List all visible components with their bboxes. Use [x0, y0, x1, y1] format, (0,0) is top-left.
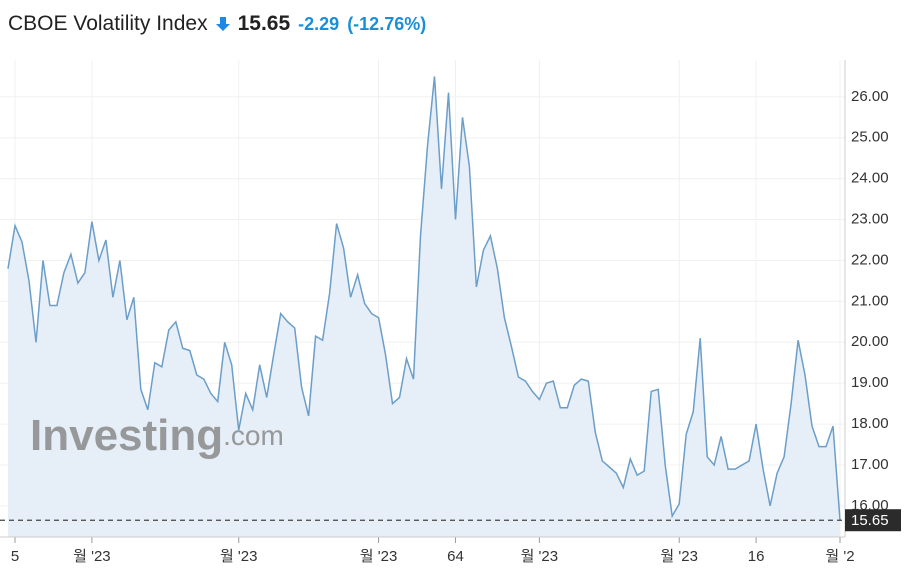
x-tick-label: 월 '2 [825, 548, 854, 565]
y-tick-label: 23.00 [851, 211, 889, 228]
header: CBOE Volatility Index 15.65 -2.29 (-12.7… [8, 9, 426, 39]
title: CBOE Volatility Index [8, 12, 208, 35]
y-tick-label: 22.00 [851, 251, 889, 268]
down-arrow [215, 17, 230, 31]
y-tick-label: 26.00 [851, 88, 889, 105]
x-tick-label: 64 [447, 548, 464, 565]
current-value-label: 15.65 [851, 512, 889, 529]
line [7, 76, 841, 521]
change-percent: (-12.76%) [347, 13, 427, 34]
price: 15.65 [237, 12, 291, 35]
x-tick-label: 월 '23 [360, 548, 398, 565]
y-tick-label: 25.00 [851, 129, 889, 146]
y-tick-label: 17.00 [851, 456, 889, 473]
y-tick-label: 20.00 [851, 333, 889, 350]
watermark: Investing.com [30, 411, 284, 460]
x-tick-label: 5 [11, 548, 19, 565]
y-tick-label: 18.00 [851, 415, 889, 432]
x-tick-label: 월 '23 [521, 548, 559, 565]
y-tick-label: 21.00 [851, 292, 889, 309]
current-value-box [845, 509, 901, 532]
x-tick-label: 월 '23 [220, 548, 258, 565]
area [8, 76, 840, 538]
x-tick-label: 월 '23 [73, 548, 111, 565]
watermark-main: Investing [30, 411, 223, 460]
change: -2.29 [298, 13, 340, 34]
watermark-suffix: .com [223, 420, 284, 451]
x-tick-label: 16 [748, 548, 765, 565]
y-tick-label: 24.00 [851, 170, 889, 187]
x-tick-label: 월 '23 [660, 548, 698, 565]
y-tick-label: 19.00 [851, 374, 889, 391]
